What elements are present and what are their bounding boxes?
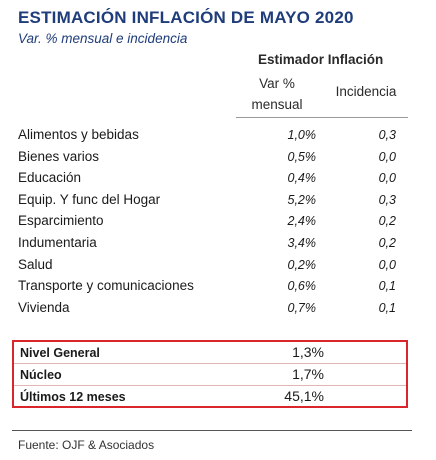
source-note: Fuente: OJF & Asociados <box>18 438 155 452</box>
page-title: ESTIMACIÓN INFLACIÓN DE MAYO 2020 <box>18 8 354 27</box>
summary-row: Últimos 12 meses 45,1% <box>14 386 406 407</box>
table-row: Salud 0,2% 0,0 <box>18 254 418 276</box>
row-incidencia: 0,1 <box>378 300 396 315</box>
column-header-var: Var % mensual <box>238 73 316 115</box>
summary-value: 1,3% <box>292 344 324 360</box>
table-row: Bienes varios 0,5% 0,0 <box>18 146 418 168</box>
header-divider <box>236 117 408 118</box>
table-row: Educación 0,4% 0,0 <box>18 167 418 189</box>
row-var: 3,4% <box>287 235 317 250</box>
row-incidencia: 0,0 <box>378 171 396 186</box>
table-row: Vivienda 0,7% 0,1 <box>18 297 418 319</box>
summary-label: Nivel General <box>20 346 100 360</box>
row-category: Esparcimiento <box>18 213 104 229</box>
row-category: Vivienda <box>18 299 70 315</box>
summary-row: Nivel General 1,3% <box>14 342 406 364</box>
group-header: Estimador Inflación <box>258 52 384 67</box>
row-incidencia: 0,2 <box>378 214 396 229</box>
column-header-incidencia: Incidencia <box>335 84 397 99</box>
row-incidencia: 0,3 <box>378 192 396 207</box>
row-category: Equip. Y func del Hogar <box>18 191 161 207</box>
table-row: Esparcimiento 2,4% 0,2 <box>18 210 418 232</box>
row-var: 0,6% <box>287 279 317 294</box>
summary-value: 45,1% <box>284 388 324 404</box>
row-incidencia: 0,0 <box>378 257 396 272</box>
row-var: 0,4% <box>287 171 317 186</box>
row-var: 0,7% <box>287 300 317 315</box>
row-incidencia: 0,1 <box>378 279 396 294</box>
row-category: Educación <box>18 170 82 186</box>
page-subtitle: Var. % mensual e incidencia <box>18 31 188 46</box>
row-var: 2,4% <box>287 214 317 229</box>
table-row: Indumentaria 3,4% 0,2 <box>18 232 418 254</box>
summary-label: Últimos 12 meses <box>20 390 126 404</box>
row-incidencia: 0,3 <box>378 128 396 142</box>
row-var: 1,0% <box>287 128 317 142</box>
row-category: Transporte y comunicaciones <box>18 278 194 294</box>
row-category: Salud <box>18 256 53 272</box>
summary-row: Núcleo 1,7% <box>14 364 406 386</box>
column-header-var-line1: Var % <box>259 76 295 91</box>
row-category: Bienes varios <box>18 148 100 164</box>
table-row: Equip. Y func del Hogar 5,2% 0,3 <box>18 189 418 211</box>
row-incidencia: 0,0 <box>378 149 396 164</box>
table-row: Transporte y comunicaciones 0,6% 0,1 <box>18 275 418 297</box>
summary-value: 1,7% <box>292 366 324 382</box>
table-row: Alimentos y bebidas 1,0% 0,3 <box>18 124 418 146</box>
summary-label: Núcleo <box>20 368 62 382</box>
row-var: 5,2% <box>287 192 317 207</box>
column-header-var-line2: mensual <box>251 97 303 112</box>
row-var: 0,2% <box>287 257 317 272</box>
summary-box: Nivel General 1,3% Núcleo 1,7% Últimos 1… <box>12 340 408 408</box>
row-incidencia: 0,2 <box>378 235 396 250</box>
category-table: Alimentos y bebidas 1,0% 0,3 Bienes vari… <box>18 124 418 318</box>
footer-divider <box>12 430 412 431</box>
row-category: Indumentaria <box>18 234 97 250</box>
row-var: 0,5% <box>287 149 317 164</box>
row-category: Alimentos y bebidas <box>18 127 139 142</box>
